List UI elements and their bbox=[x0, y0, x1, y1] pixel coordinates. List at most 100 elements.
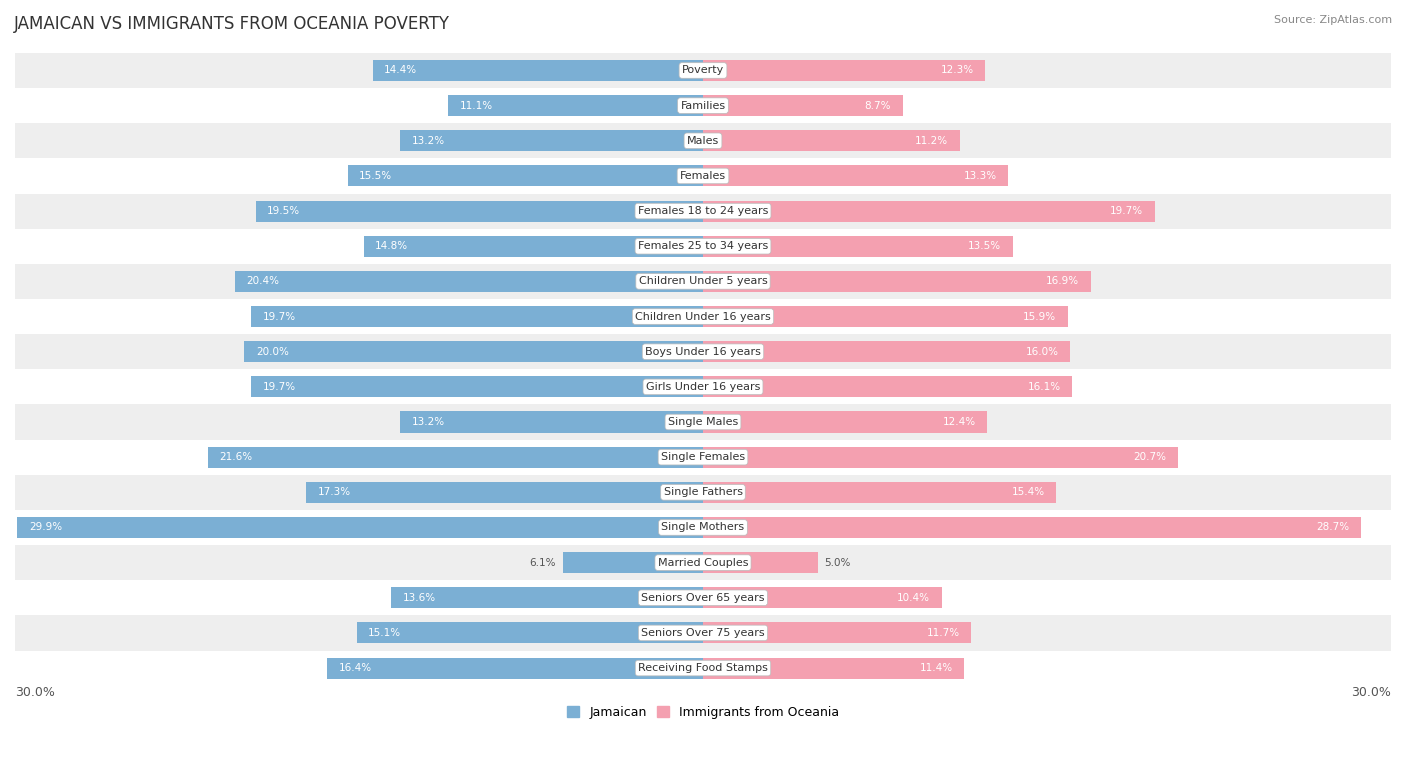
Text: 11.2%: 11.2% bbox=[915, 136, 949, 146]
Bar bbox=[15, 405, 1391, 440]
Bar bbox=[703, 201, 1154, 221]
Text: 13.5%: 13.5% bbox=[967, 241, 1001, 251]
Text: Girls Under 16 years: Girls Under 16 years bbox=[645, 382, 761, 392]
Bar bbox=[703, 306, 1067, 327]
Text: 12.4%: 12.4% bbox=[943, 417, 976, 427]
Bar bbox=[703, 60, 986, 81]
Bar bbox=[15, 475, 1391, 510]
Text: 28.7%: 28.7% bbox=[1316, 522, 1350, 532]
Bar bbox=[326, 657, 703, 678]
Bar bbox=[703, 412, 987, 433]
Bar bbox=[245, 341, 703, 362]
Bar bbox=[703, 482, 1056, 503]
Text: Single Fathers: Single Fathers bbox=[664, 487, 742, 497]
Text: 10.4%: 10.4% bbox=[897, 593, 929, 603]
Bar bbox=[703, 130, 960, 152]
Text: 20.7%: 20.7% bbox=[1133, 453, 1166, 462]
Text: 21.6%: 21.6% bbox=[219, 453, 252, 462]
Text: 20.0%: 20.0% bbox=[256, 346, 288, 357]
Text: Females 18 to 24 years: Females 18 to 24 years bbox=[638, 206, 768, 216]
Bar bbox=[252, 376, 703, 397]
Text: 12.3%: 12.3% bbox=[941, 65, 973, 76]
Text: 19.7%: 19.7% bbox=[1111, 206, 1143, 216]
Bar bbox=[347, 165, 703, 186]
Text: 20.4%: 20.4% bbox=[246, 277, 280, 287]
Bar bbox=[703, 271, 1091, 292]
Bar bbox=[703, 657, 965, 678]
Text: 19.7%: 19.7% bbox=[263, 312, 295, 321]
Text: 29.9%: 29.9% bbox=[28, 522, 62, 532]
Bar bbox=[15, 158, 1391, 193]
Text: Children Under 5 years: Children Under 5 years bbox=[638, 277, 768, 287]
Text: 11.4%: 11.4% bbox=[920, 663, 953, 673]
Bar bbox=[15, 88, 1391, 124]
Text: 30.0%: 30.0% bbox=[15, 686, 55, 699]
Legend: Jamaican, Immigrants from Oceania: Jamaican, Immigrants from Oceania bbox=[562, 700, 844, 724]
Bar bbox=[15, 193, 1391, 229]
Bar bbox=[703, 446, 1178, 468]
Text: 13.3%: 13.3% bbox=[963, 171, 997, 181]
Text: Females 25 to 34 years: Females 25 to 34 years bbox=[638, 241, 768, 251]
Text: 13.6%: 13.6% bbox=[402, 593, 436, 603]
Text: 15.1%: 15.1% bbox=[368, 628, 401, 638]
Text: 17.3%: 17.3% bbox=[318, 487, 352, 497]
Bar bbox=[15, 334, 1391, 369]
Text: JAMAICAN VS IMMIGRANTS FROM OCEANIA POVERTY: JAMAICAN VS IMMIGRANTS FROM OCEANIA POVE… bbox=[14, 15, 450, 33]
Bar bbox=[17, 517, 703, 538]
Bar bbox=[15, 580, 1391, 615]
Text: 16.9%: 16.9% bbox=[1046, 277, 1080, 287]
Bar bbox=[208, 446, 703, 468]
Text: 15.4%: 15.4% bbox=[1011, 487, 1045, 497]
Bar bbox=[252, 306, 703, 327]
Bar bbox=[15, 440, 1391, 475]
Bar bbox=[15, 510, 1391, 545]
Text: 14.4%: 14.4% bbox=[384, 65, 418, 76]
Text: 16.1%: 16.1% bbox=[1028, 382, 1060, 392]
Bar bbox=[703, 552, 818, 573]
Bar bbox=[564, 552, 703, 573]
Bar bbox=[703, 587, 942, 609]
Bar bbox=[703, 95, 903, 116]
Text: Seniors Over 75 years: Seniors Over 75 years bbox=[641, 628, 765, 638]
Text: 6.1%: 6.1% bbox=[530, 558, 557, 568]
Bar bbox=[15, 299, 1391, 334]
Bar bbox=[703, 376, 1073, 397]
Bar bbox=[15, 229, 1391, 264]
Text: Families: Families bbox=[681, 101, 725, 111]
Bar bbox=[401, 412, 703, 433]
Text: Married Couples: Married Couples bbox=[658, 558, 748, 568]
Text: Children Under 16 years: Children Under 16 years bbox=[636, 312, 770, 321]
Bar bbox=[15, 264, 1391, 299]
Text: 13.2%: 13.2% bbox=[412, 417, 444, 427]
Text: 16.0%: 16.0% bbox=[1025, 346, 1059, 357]
Bar bbox=[449, 95, 703, 116]
Text: 15.5%: 15.5% bbox=[359, 171, 392, 181]
Text: 19.5%: 19.5% bbox=[267, 206, 301, 216]
Bar bbox=[256, 201, 703, 221]
Text: Single Mothers: Single Mothers bbox=[661, 522, 745, 532]
Text: 8.7%: 8.7% bbox=[865, 101, 891, 111]
Bar bbox=[364, 236, 703, 257]
Bar bbox=[357, 622, 703, 644]
Text: Males: Males bbox=[688, 136, 718, 146]
Bar bbox=[15, 124, 1391, 158]
Text: 19.7%: 19.7% bbox=[263, 382, 295, 392]
Bar bbox=[703, 341, 1070, 362]
Text: Poverty: Poverty bbox=[682, 65, 724, 76]
Bar bbox=[15, 615, 1391, 650]
Bar bbox=[15, 369, 1391, 405]
Text: Single Males: Single Males bbox=[668, 417, 738, 427]
Bar bbox=[703, 236, 1012, 257]
Bar bbox=[703, 165, 1008, 186]
Bar bbox=[15, 545, 1391, 580]
Text: 15.9%: 15.9% bbox=[1024, 312, 1056, 321]
Text: 5.0%: 5.0% bbox=[824, 558, 851, 568]
Text: Source: ZipAtlas.com: Source: ZipAtlas.com bbox=[1274, 15, 1392, 25]
Text: 16.4%: 16.4% bbox=[339, 663, 371, 673]
Text: 13.2%: 13.2% bbox=[412, 136, 444, 146]
Text: 11.1%: 11.1% bbox=[460, 101, 494, 111]
Bar bbox=[703, 622, 972, 644]
Text: 11.7%: 11.7% bbox=[927, 628, 960, 638]
Text: Seniors Over 65 years: Seniors Over 65 years bbox=[641, 593, 765, 603]
Text: Single Females: Single Females bbox=[661, 453, 745, 462]
